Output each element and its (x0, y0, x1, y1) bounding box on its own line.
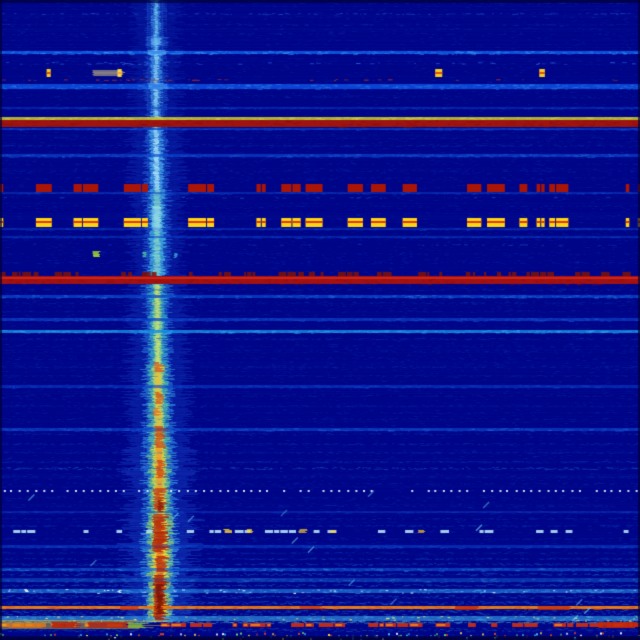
spectrogram-view (0, 0, 640, 640)
spectrogram-canvas (0, 0, 640, 640)
